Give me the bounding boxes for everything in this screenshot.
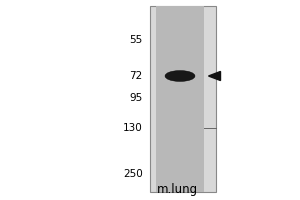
Text: 72: 72	[129, 71, 142, 81]
Text: 250: 250	[123, 169, 142, 179]
Ellipse shape	[165, 71, 195, 82]
Polygon shape	[208, 71, 220, 81]
Bar	[150, 6, 216, 192]
Text: 130: 130	[123, 123, 142, 133]
Text: 55: 55	[129, 35, 142, 45]
Bar	[156, 6, 204, 192]
Text: 95: 95	[129, 93, 142, 103]
Text: m.lung: m.lung	[156, 182, 198, 196]
